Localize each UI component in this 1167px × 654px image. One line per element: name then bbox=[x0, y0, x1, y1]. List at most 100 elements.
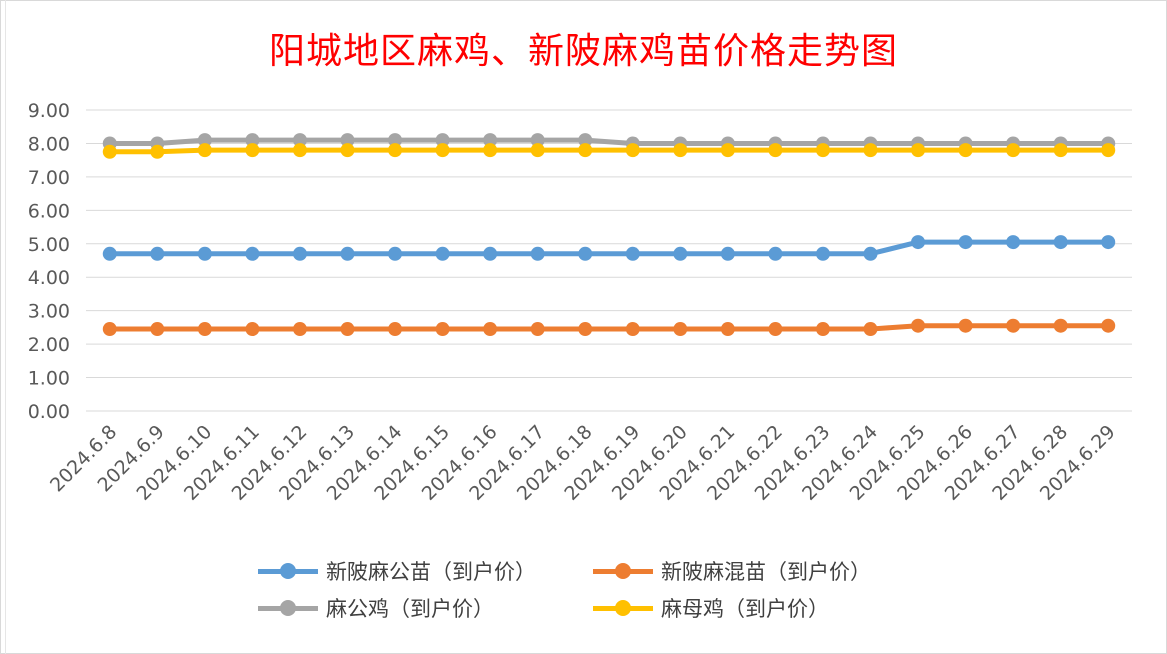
data-point bbox=[102, 144, 117, 159]
data-point bbox=[768, 322, 783, 337]
legend-marker-icon bbox=[258, 599, 318, 616]
data-point bbox=[483, 143, 498, 158]
y-tick-label: 3.00 bbox=[28, 301, 70, 323]
data-point bbox=[625, 322, 640, 337]
data-point bbox=[435, 246, 450, 261]
data-point bbox=[1101, 318, 1116, 333]
series-line bbox=[107, 239, 1111, 257]
data-point bbox=[1006, 235, 1021, 250]
y-tick-label: 8.00 bbox=[28, 133, 70, 155]
data-point bbox=[578, 246, 593, 261]
y-tick-label: 1.00 bbox=[28, 368, 70, 390]
data-point bbox=[340, 246, 355, 261]
legend-marker-icon bbox=[258, 562, 318, 579]
data-point bbox=[197, 133, 212, 148]
data-point bbox=[483, 133, 498, 148]
data-point bbox=[911, 143, 926, 158]
data-point bbox=[815, 143, 830, 158]
legend-label: 麻母鸡（到户价） bbox=[661, 597, 829, 621]
data-point bbox=[1053, 143, 1068, 158]
data-point bbox=[245, 322, 260, 337]
y-tick-label: 6.00 bbox=[28, 200, 70, 222]
data-point bbox=[720, 322, 735, 337]
data-point bbox=[578, 143, 593, 158]
data-point bbox=[435, 322, 450, 337]
legend-label: 麻公鸡（到户价） bbox=[326, 597, 494, 621]
data-point bbox=[768, 143, 783, 158]
data-point bbox=[863, 246, 878, 261]
data-point bbox=[625, 143, 640, 158]
data-point bbox=[483, 322, 498, 337]
legend-item-rooster: 麻公鸡（到户价） bbox=[258, 593, 494, 623]
y-tick-label: 2.00 bbox=[28, 334, 70, 356]
legend-item-male-chick: 新陂麻公苗（到户价） bbox=[258, 556, 536, 586]
data-point bbox=[863, 322, 878, 337]
data-point bbox=[483, 246, 498, 261]
data-point bbox=[1101, 235, 1116, 250]
data-point bbox=[340, 133, 355, 148]
data-point bbox=[911, 318, 926, 333]
y-tick-label: 0.00 bbox=[28, 401, 70, 423]
data-point bbox=[150, 322, 165, 337]
data-point bbox=[435, 143, 450, 158]
data-point bbox=[1006, 318, 1021, 333]
data-point bbox=[388, 143, 403, 158]
data-point bbox=[530, 246, 545, 261]
data-point bbox=[102, 246, 117, 261]
data-point bbox=[197, 246, 212, 261]
data-point bbox=[1053, 318, 1068, 333]
chart-title: 阳城地区麻鸡、新陂麻鸡苗价格走势图 bbox=[268, 31, 898, 72]
y-tick-label: 7.00 bbox=[28, 167, 70, 189]
data-point bbox=[625, 246, 640, 261]
data-point bbox=[292, 322, 307, 337]
data-point bbox=[1053, 235, 1068, 250]
legend-marker-icon bbox=[593, 599, 653, 616]
data-point bbox=[673, 246, 688, 261]
data-point bbox=[102, 322, 117, 337]
data-point bbox=[292, 143, 307, 158]
data-point bbox=[673, 143, 688, 158]
data-point bbox=[720, 143, 735, 158]
sheet-edge bbox=[0, 0, 6, 654]
data-point bbox=[1006, 143, 1021, 158]
data-point bbox=[578, 322, 593, 337]
data-point bbox=[958, 235, 973, 250]
data-point bbox=[150, 144, 165, 159]
y-tick-label: 5.00 bbox=[28, 234, 70, 256]
data-point bbox=[197, 322, 212, 337]
data-point bbox=[958, 143, 973, 158]
data-point bbox=[768, 246, 783, 261]
series-line bbox=[107, 147, 1111, 155]
data-point bbox=[530, 143, 545, 158]
data-point bbox=[530, 133, 545, 148]
series-line bbox=[107, 323, 1111, 332]
data-point bbox=[863, 143, 878, 158]
data-point bbox=[340, 143, 355, 158]
data-point bbox=[815, 246, 830, 261]
data-point bbox=[720, 246, 735, 261]
data-point bbox=[1101, 143, 1116, 158]
data-point bbox=[530, 322, 545, 337]
data-point bbox=[245, 246, 260, 261]
data-point bbox=[673, 322, 688, 337]
y-tick-label: 4.00 bbox=[28, 267, 70, 289]
legend-item-hen: 麻母鸡（到户价） bbox=[593, 593, 829, 623]
data-point bbox=[388, 246, 403, 261]
data-point bbox=[815, 322, 830, 337]
data-point bbox=[245, 133, 260, 148]
data-point bbox=[958, 318, 973, 333]
legend-marker-icon bbox=[593, 562, 653, 579]
data-point bbox=[245, 143, 260, 158]
legend-item-mixed-chick: 新陂麻混苗（到户价） bbox=[593, 556, 871, 586]
legend-label: 新陂麻公苗（到户价） bbox=[326, 560, 536, 584]
data-point bbox=[435, 133, 450, 148]
data-point bbox=[197, 143, 212, 158]
data-point bbox=[911, 235, 926, 250]
legend-label: 新陂麻混苗（到户价） bbox=[661, 560, 871, 584]
series-line bbox=[107, 137, 1111, 146]
y-tick-label: 9.00 bbox=[28, 100, 70, 122]
data-point bbox=[292, 133, 307, 148]
data-point bbox=[150, 246, 165, 261]
data-point bbox=[578, 133, 593, 148]
